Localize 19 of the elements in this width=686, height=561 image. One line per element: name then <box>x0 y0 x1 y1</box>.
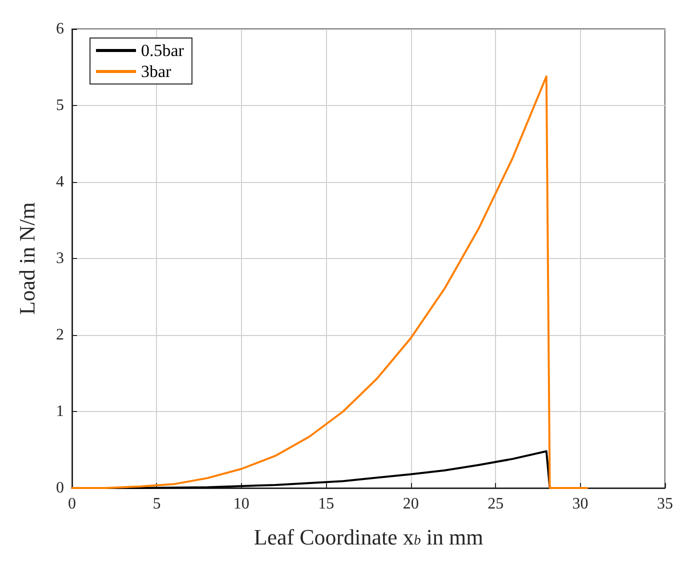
x-tick-label: 0 <box>68 496 76 512</box>
legend-label: 0.5bar <box>141 41 184 60</box>
x-tick-label: 10 <box>233 496 250 512</box>
y-axis-title: Load in N/m <box>14 202 40 315</box>
y-tick-label: 0 <box>56 480 64 496</box>
y-tick-label: 1 <box>56 403 64 420</box>
y-tick-label: 6 <box>56 20 64 38</box>
x-tick-label: 5 <box>152 496 161 512</box>
x-tick-label: 25 <box>488 496 504 512</box>
x-tick-label: 15 <box>318 496 334 512</box>
x-tick-label: 35 <box>657 496 673 512</box>
x-tick-label: 30 <box>572 496 588 512</box>
legend-label: 3bar <box>141 62 172 81</box>
y-tick-label: 5 <box>56 97 64 114</box>
x-axis-title: Leaf Coordinate xb in mm <box>254 524 484 550</box>
x-tick-label: 20 <box>402 496 419 512</box>
y-tick-label: 3 <box>56 250 64 267</box>
y-tick-label: 2 <box>56 326 64 344</box>
y-tick-label: 4 <box>56 174 64 190</box>
